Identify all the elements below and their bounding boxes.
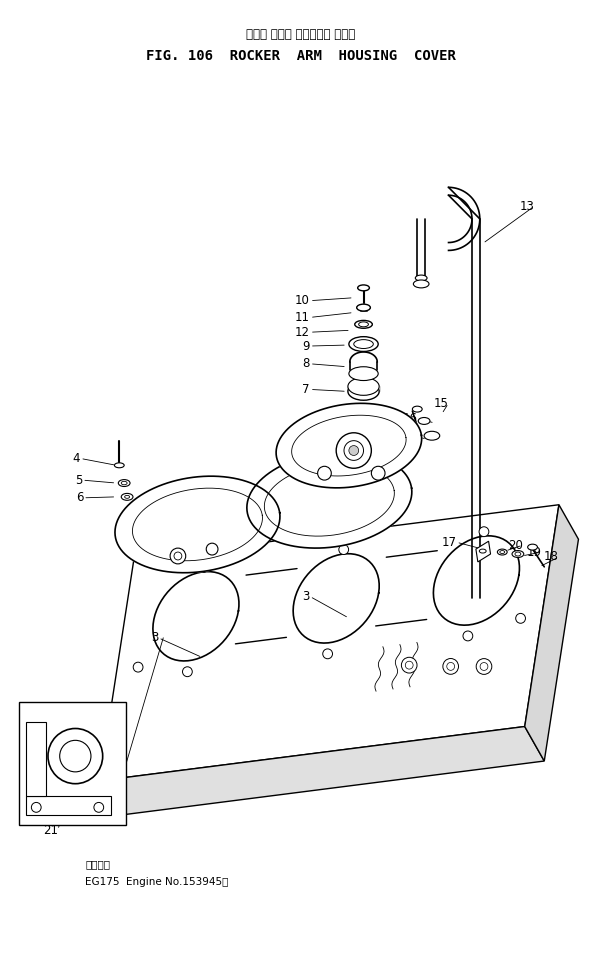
Polygon shape bbox=[276, 404, 421, 487]
Circle shape bbox=[516, 613, 525, 624]
Text: 9: 9 bbox=[302, 340, 310, 352]
Text: 19: 19 bbox=[526, 546, 541, 559]
Circle shape bbox=[206, 543, 218, 555]
Ellipse shape bbox=[358, 285, 370, 291]
Ellipse shape bbox=[412, 406, 422, 413]
Text: ロッカ アーム ハウジング カバー: ロッカ アーム ハウジング カバー bbox=[247, 28, 356, 41]
Ellipse shape bbox=[118, 480, 130, 486]
Text: 18: 18 bbox=[544, 551, 559, 563]
Polygon shape bbox=[27, 796, 112, 815]
Circle shape bbox=[198, 562, 209, 572]
Text: 3: 3 bbox=[303, 590, 310, 603]
Circle shape bbox=[349, 446, 359, 455]
Polygon shape bbox=[99, 727, 545, 815]
Ellipse shape bbox=[415, 275, 427, 281]
Ellipse shape bbox=[414, 280, 429, 288]
Text: 15: 15 bbox=[434, 397, 449, 410]
Text: 5: 5 bbox=[75, 474, 82, 486]
Polygon shape bbox=[348, 386, 379, 391]
Text: 12: 12 bbox=[295, 326, 310, 339]
Bar bbox=[19, 702, 126, 825]
Text: 3: 3 bbox=[151, 631, 159, 644]
Circle shape bbox=[318, 466, 331, 480]
Text: 10: 10 bbox=[295, 294, 310, 307]
Circle shape bbox=[479, 526, 489, 537]
Ellipse shape bbox=[121, 493, 133, 500]
Text: 14: 14 bbox=[388, 429, 403, 443]
Circle shape bbox=[344, 441, 364, 460]
Circle shape bbox=[480, 663, 488, 670]
Circle shape bbox=[476, 659, 492, 674]
Ellipse shape bbox=[418, 417, 430, 424]
Polygon shape bbox=[115, 476, 280, 573]
Circle shape bbox=[48, 729, 103, 783]
Ellipse shape bbox=[528, 544, 537, 550]
Text: 17: 17 bbox=[441, 536, 456, 549]
Text: 20: 20 bbox=[508, 539, 523, 552]
Text: EG175  Engine No.153945～: EG175 Engine No.153945～ bbox=[85, 878, 229, 887]
Circle shape bbox=[323, 649, 332, 659]
Circle shape bbox=[405, 662, 413, 669]
Polygon shape bbox=[247, 451, 412, 548]
Text: 7: 7 bbox=[302, 383, 310, 396]
Ellipse shape bbox=[349, 337, 378, 351]
Ellipse shape bbox=[512, 551, 524, 558]
Text: 1: 1 bbox=[327, 426, 334, 439]
Ellipse shape bbox=[424, 431, 440, 440]
Text: 8: 8 bbox=[303, 357, 310, 371]
Circle shape bbox=[402, 658, 417, 673]
Text: 11: 11 bbox=[295, 311, 310, 324]
Circle shape bbox=[133, 663, 143, 672]
Circle shape bbox=[336, 433, 371, 468]
Polygon shape bbox=[27, 722, 46, 796]
Text: 16: 16 bbox=[402, 413, 417, 425]
Ellipse shape bbox=[348, 382, 379, 400]
Text: 2: 2 bbox=[180, 484, 188, 496]
Text: 4: 4 bbox=[73, 451, 80, 465]
Text: 13: 13 bbox=[520, 199, 534, 212]
Ellipse shape bbox=[357, 305, 370, 311]
Text: FIG. 106  ROCKER  ARM  HOUSING  COVER: FIG. 106 ROCKER ARM HOUSING COVER bbox=[146, 50, 456, 63]
Text: 2: 2 bbox=[171, 513, 178, 526]
Ellipse shape bbox=[349, 367, 378, 380]
Polygon shape bbox=[525, 505, 578, 761]
Circle shape bbox=[371, 466, 385, 480]
Circle shape bbox=[463, 631, 473, 641]
Circle shape bbox=[170, 548, 186, 564]
Ellipse shape bbox=[115, 463, 124, 468]
Circle shape bbox=[183, 667, 192, 676]
Text: 適用号機: 適用号機 bbox=[85, 859, 110, 870]
Ellipse shape bbox=[497, 549, 507, 555]
Polygon shape bbox=[476, 541, 491, 562]
Text: 21: 21 bbox=[43, 823, 58, 837]
Circle shape bbox=[447, 663, 455, 670]
Circle shape bbox=[443, 659, 458, 674]
Ellipse shape bbox=[355, 320, 372, 328]
Ellipse shape bbox=[348, 378, 379, 395]
Circle shape bbox=[339, 545, 349, 555]
Polygon shape bbox=[99, 505, 559, 780]
Text: 6: 6 bbox=[75, 491, 83, 504]
